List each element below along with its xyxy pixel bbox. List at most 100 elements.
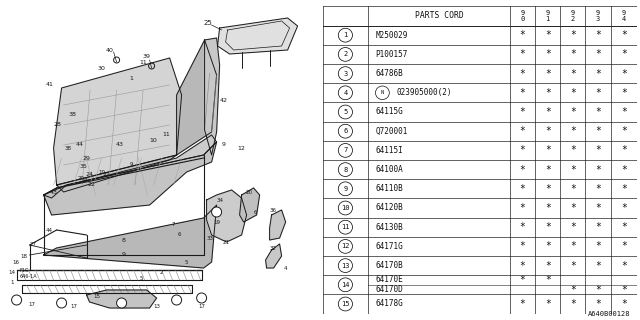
Text: 21: 21 bbox=[102, 172, 111, 178]
Text: 15: 15 bbox=[341, 301, 349, 307]
Text: 10: 10 bbox=[150, 138, 157, 142]
Text: *: * bbox=[570, 260, 576, 271]
Text: *: * bbox=[570, 164, 576, 175]
Text: 9: 9 bbox=[221, 142, 225, 148]
Text: 13: 13 bbox=[153, 305, 160, 309]
Text: 13: 13 bbox=[341, 263, 349, 268]
Text: *: * bbox=[621, 68, 627, 79]
Text: 12: 12 bbox=[237, 146, 246, 150]
Text: 39: 39 bbox=[143, 53, 150, 59]
Text: 25: 25 bbox=[204, 20, 212, 26]
Text: 14: 14 bbox=[341, 282, 349, 288]
Text: 28: 28 bbox=[54, 123, 61, 127]
Text: A640B00128: A640B00128 bbox=[588, 311, 630, 317]
Circle shape bbox=[339, 163, 353, 177]
Polygon shape bbox=[44, 142, 216, 215]
Text: *: * bbox=[545, 126, 550, 136]
Text: *: * bbox=[570, 88, 576, 98]
Text: *: * bbox=[621, 145, 627, 156]
Text: 30: 30 bbox=[98, 66, 106, 70]
Text: *: * bbox=[595, 241, 601, 252]
Text: 21: 21 bbox=[223, 241, 230, 245]
Text: 35: 35 bbox=[79, 164, 88, 170]
Text: *: * bbox=[545, 203, 550, 213]
Polygon shape bbox=[205, 38, 220, 155]
Text: *: * bbox=[545, 68, 550, 79]
Text: *: * bbox=[520, 222, 525, 232]
Text: 11: 11 bbox=[140, 60, 147, 65]
Text: 12: 12 bbox=[341, 244, 349, 249]
Text: 3: 3 bbox=[343, 71, 348, 76]
Text: *: * bbox=[545, 164, 550, 175]
Text: N: N bbox=[381, 90, 384, 95]
Polygon shape bbox=[56, 155, 177, 192]
Text: *: * bbox=[595, 260, 601, 271]
Text: 9
3: 9 3 bbox=[596, 10, 600, 22]
Text: *: * bbox=[570, 241, 576, 252]
Text: *: * bbox=[520, 126, 525, 136]
Polygon shape bbox=[269, 210, 285, 240]
Text: *: * bbox=[621, 299, 627, 309]
Text: 11: 11 bbox=[341, 224, 349, 230]
Text: *: * bbox=[520, 88, 525, 98]
Text: *: * bbox=[570, 68, 576, 79]
Text: 7: 7 bbox=[172, 222, 175, 228]
Text: *: * bbox=[520, 145, 525, 156]
Circle shape bbox=[339, 239, 353, 253]
Circle shape bbox=[339, 28, 353, 42]
Text: 32: 32 bbox=[269, 245, 276, 251]
Text: *: * bbox=[545, 299, 550, 309]
Text: *: * bbox=[570, 184, 576, 194]
Circle shape bbox=[339, 105, 353, 119]
Text: 36: 36 bbox=[269, 207, 276, 212]
Text: 33: 33 bbox=[206, 236, 213, 241]
Circle shape bbox=[339, 67, 353, 81]
Text: 20: 20 bbox=[246, 189, 253, 195]
Text: *: * bbox=[621, 184, 627, 194]
Text: 27: 27 bbox=[30, 242, 37, 246]
Text: 23: 23 bbox=[81, 178, 88, 182]
Text: 64130B: 64130B bbox=[375, 223, 403, 232]
Text: *: * bbox=[595, 126, 601, 136]
Text: *: * bbox=[545, 275, 550, 285]
Text: 17: 17 bbox=[70, 305, 77, 309]
Circle shape bbox=[212, 207, 221, 217]
Text: 18: 18 bbox=[20, 253, 27, 259]
Text: *: * bbox=[595, 164, 601, 175]
Text: *: * bbox=[621, 260, 627, 271]
Circle shape bbox=[339, 201, 353, 215]
Text: 44: 44 bbox=[46, 228, 53, 234]
Text: 34: 34 bbox=[216, 197, 223, 203]
Text: 5: 5 bbox=[343, 109, 348, 115]
Text: *: * bbox=[545, 184, 550, 194]
Text: 9: 9 bbox=[343, 186, 348, 192]
Text: *: * bbox=[595, 284, 601, 295]
Text: 11: 11 bbox=[163, 132, 170, 138]
Text: 41: 41 bbox=[45, 83, 54, 87]
Text: 15: 15 bbox=[93, 293, 100, 299]
Text: *: * bbox=[570, 203, 576, 213]
Text: 44: 44 bbox=[76, 142, 84, 148]
Text: *: * bbox=[520, 68, 525, 79]
Text: *: * bbox=[545, 222, 550, 232]
Text: 14: 14 bbox=[8, 270, 15, 276]
Text: *: * bbox=[545, 88, 550, 98]
Circle shape bbox=[56, 298, 67, 308]
Circle shape bbox=[339, 182, 353, 196]
Text: 29: 29 bbox=[83, 156, 91, 161]
Text: *: * bbox=[595, 68, 601, 79]
Polygon shape bbox=[266, 244, 282, 268]
Circle shape bbox=[339, 86, 353, 100]
Text: 2: 2 bbox=[160, 269, 163, 275]
Circle shape bbox=[376, 86, 389, 100]
Text: *: * bbox=[595, 184, 601, 194]
Text: 19: 19 bbox=[213, 220, 220, 225]
Circle shape bbox=[172, 295, 182, 305]
Text: 2: 2 bbox=[343, 52, 348, 57]
Text: 9
4: 9 4 bbox=[622, 10, 626, 22]
Text: *: * bbox=[520, 107, 525, 117]
Text: *: * bbox=[621, 107, 627, 117]
Circle shape bbox=[339, 47, 353, 61]
Text: 42: 42 bbox=[220, 98, 228, 102]
Text: 64786B: 64786B bbox=[375, 69, 403, 78]
